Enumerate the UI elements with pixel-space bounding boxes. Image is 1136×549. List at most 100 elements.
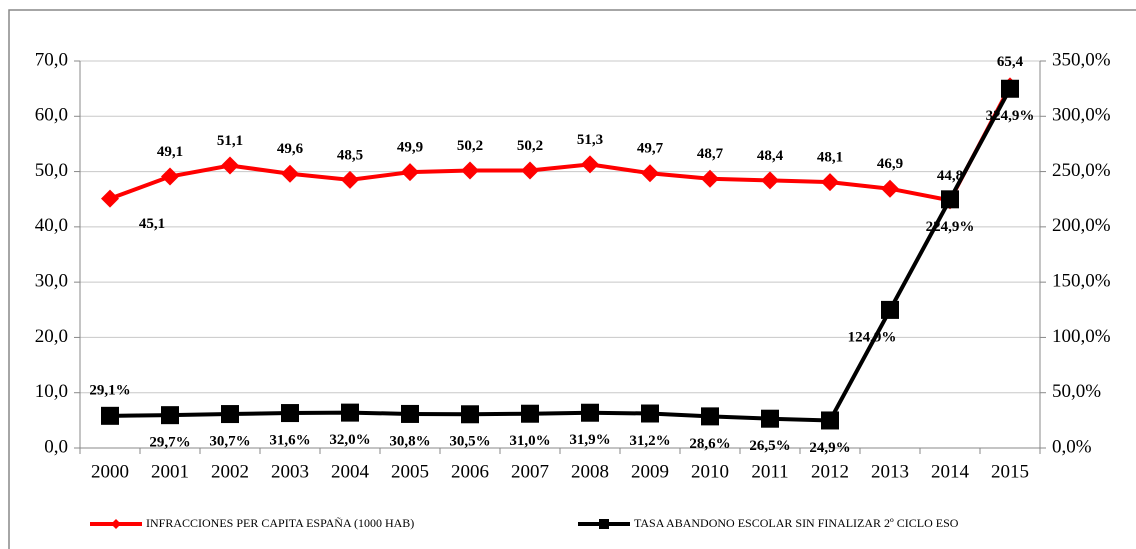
- value-label: 30,7%: [209, 433, 250, 449]
- series-line: [109, 85, 1012, 203]
- point: [821, 411, 839, 430]
- point: [341, 170, 359, 189]
- value-label: 50,2: [457, 138, 483, 154]
- value-label: 49,6: [277, 141, 304, 157]
- y-tick-label: 60,0: [35, 105, 68, 126]
- point: [581, 403, 599, 422]
- legend-label: INFRACCIONES PER CAPITA ESPAÑA (1000 HAB…: [146, 516, 414, 530]
- value-label: 324,9%: [986, 108, 1035, 124]
- value-label: 31,2%: [629, 433, 670, 449]
- x-tick-label: 2003: [271, 461, 309, 482]
- value-label: 30,5%: [449, 434, 490, 450]
- point: [161, 406, 179, 425]
- value-label: 32,0%: [329, 432, 370, 448]
- point: [341, 403, 359, 422]
- value-label: 31,9%: [569, 432, 610, 448]
- y2-tick-label: 300,0%: [1052, 105, 1111, 126]
- point: [101, 189, 119, 208]
- point: [821, 173, 839, 192]
- point: [161, 167, 179, 186]
- point: [521, 161, 539, 180]
- point: [401, 163, 419, 182]
- x-tick-label: 2011: [751, 461, 788, 482]
- x-tick-label: 2013: [871, 461, 909, 482]
- value-label: 29,7%: [149, 435, 190, 451]
- value-label: 48,7: [697, 146, 724, 162]
- x-tick-label: 2010: [691, 461, 729, 482]
- point: [221, 156, 239, 175]
- value-label: 49,9: [397, 140, 423, 156]
- value-label: 65,4: [997, 54, 1024, 70]
- point: [761, 409, 779, 428]
- value-label: 26,5%: [749, 438, 790, 454]
- point: [281, 164, 299, 183]
- legend-marker: [111, 519, 121, 529]
- y-tick-label: 70,0: [35, 49, 68, 70]
- value-label: 45,1: [139, 216, 165, 232]
- y-tick-label: 10,0: [35, 381, 68, 402]
- x-tick-label: 2015: [991, 461, 1029, 482]
- series-line: [109, 87, 1012, 423]
- y2-tick-label: 50,0%: [1052, 381, 1101, 402]
- value-label: 31,6%: [269, 432, 310, 448]
- value-label: 51,3: [577, 132, 603, 148]
- point: [461, 161, 479, 180]
- x-tick-label: 2009: [631, 461, 669, 482]
- point: [101, 406, 119, 425]
- point: [701, 169, 719, 188]
- value-label: 31,0%: [509, 433, 550, 449]
- value-label: 44,8: [937, 168, 963, 184]
- point: [581, 155, 599, 174]
- point: [941, 190, 959, 209]
- value-label: 48,5: [337, 147, 363, 163]
- point: [701, 407, 719, 426]
- y-tick-label: 0,0: [44, 436, 68, 457]
- value-label: 24,9%: [809, 440, 850, 456]
- x-tick-label: 2001: [151, 461, 189, 482]
- x-tick-label: 2007: [511, 461, 549, 482]
- point: [221, 405, 239, 424]
- value-label: 48,1: [817, 150, 843, 166]
- value-label: 51,1: [217, 133, 243, 149]
- y2-tick-label: 0,0%: [1052, 436, 1092, 457]
- value-label: 29,1%: [89, 382, 130, 398]
- chart-frame: [8, 9, 1136, 549]
- value-label: 124,9%: [848, 329, 897, 345]
- point: [281, 404, 299, 423]
- point: [881, 179, 899, 198]
- point: [641, 404, 659, 423]
- y-tick-label: 50,0: [35, 160, 68, 181]
- x-tick-label: 2014: [931, 461, 970, 482]
- y2-tick-label: 350,0%: [1052, 49, 1111, 70]
- point: [461, 405, 479, 424]
- value-label: 48,4: [757, 148, 784, 164]
- point: [881, 300, 899, 319]
- y2-tick-label: 150,0%: [1052, 271, 1111, 292]
- x-tick-label: 2008: [571, 461, 609, 482]
- x-tick-label: 2004: [331, 461, 370, 482]
- y-tick-label: 40,0: [35, 215, 68, 236]
- point: [641, 164, 659, 183]
- y2-tick-label: 100,0%: [1052, 326, 1111, 347]
- legend-marker: [599, 519, 609, 529]
- x-tick-label: 2005: [391, 461, 429, 482]
- y-tick-label: 30,0: [35, 271, 68, 292]
- x-tick-label: 2000: [91, 461, 129, 482]
- x-tick-label: 2012: [811, 461, 849, 482]
- point: [401, 404, 419, 423]
- y2-tick-label: 200,0%: [1052, 215, 1111, 236]
- value-label: 49,7: [637, 141, 664, 157]
- y-tick-label: 20,0: [35, 326, 68, 347]
- legend-label: TASA ABANDONO ESCOLAR SIN FINALIZAR 2º C…: [634, 516, 959, 530]
- point: [521, 404, 539, 423]
- point: [1001, 79, 1019, 98]
- x-tick-label: 2002: [211, 461, 249, 482]
- value-label: 49,1: [157, 144, 183, 160]
- value-label: 46,9: [877, 156, 903, 172]
- value-label: 50,2: [517, 138, 543, 154]
- value-label: 30,8%: [389, 433, 430, 449]
- y2-tick-label: 250,0%: [1052, 160, 1111, 181]
- x-tick-label: 2006: [451, 461, 489, 482]
- value-label: 28,6%: [689, 436, 730, 452]
